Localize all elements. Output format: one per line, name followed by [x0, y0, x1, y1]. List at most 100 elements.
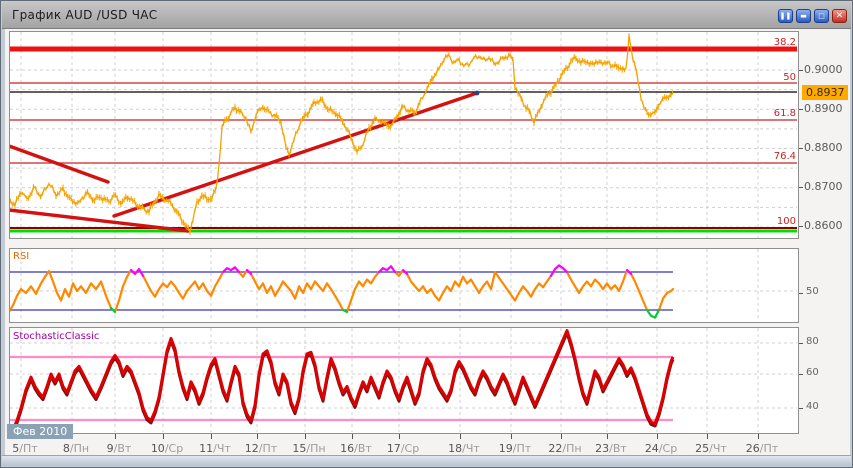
- day-of-week: /Чт: [462, 442, 480, 455]
- time-axis-label: 9/Вт: [99, 442, 139, 455]
- time-axis-label: 15/Пн: [289, 442, 329, 455]
- day-of-week: /Вт: [113, 442, 132, 455]
- day-of-week: /Ср: [400, 442, 420, 455]
- time-axis-tick: [163, 434, 164, 439]
- month-badge: Фев 2010: [7, 424, 74, 439]
- rsi-axis-tick: [799, 293, 803, 294]
- day-number: 10: [150, 442, 165, 455]
- day-of-week: /Пн: [306, 442, 326, 455]
- time-axis-tick: [460, 434, 461, 439]
- current-price-value: 0.8937: [806, 86, 845, 99]
- day-number: 18: [448, 442, 463, 455]
- stochastic-axis-tick: [799, 408, 803, 409]
- price-axis-tick: [799, 70, 803, 71]
- day-number: 5: [12, 442, 20, 455]
- price-axis-label: 0.8700: [804, 180, 843, 193]
- day-number: 25: [695, 442, 710, 455]
- stochastic-axis-label: 80: [806, 336, 819, 347]
- price-axis-tick: [799, 109, 803, 110]
- day-number: 23: [595, 442, 610, 455]
- day-of-week: /Чт: [709, 442, 727, 455]
- day-number: 15: [292, 442, 307, 455]
- day-of-week: /Пн: [69, 442, 90, 455]
- fib-level-label: 61.8: [773, 108, 796, 119]
- time-axis-label: 16/Вт: [336, 442, 376, 455]
- price-axis-tick: [799, 148, 803, 149]
- price-chart-panel[interactable]: [9, 31, 799, 239]
- day-number: 8: [62, 442, 70, 455]
- fib-level-label: 38.2: [773, 37, 796, 48]
- time-axis-label: 25/Чт: [691, 442, 731, 455]
- rsi-label: RSI: [13, 251, 30, 262]
- day-number: 19: [498, 442, 513, 455]
- fib-level-label: 100: [776, 216, 796, 227]
- day-number: 22: [548, 442, 563, 455]
- stochastic-axis-tick: [799, 343, 803, 344]
- day-of-week: /Ср: [658, 442, 678, 455]
- close-button[interactable]: ✕: [832, 9, 847, 23]
- time-axis-label: 17/Ср: [383, 442, 423, 455]
- current-price-tag: 0.8937: [802, 85, 848, 100]
- time-axis-label: 10/Ср: [147, 442, 187, 455]
- stochastic-axis-label: 40: [806, 401, 819, 412]
- time-axis-label: 12/Пт: [241, 442, 281, 455]
- time-axis-tick: [305, 434, 306, 439]
- time-axis-label: 26/Пт: [742, 442, 782, 455]
- minimize-button[interactable]: ▬: [796, 9, 811, 23]
- window-title: График AUD /USD ЧАС: [12, 8, 158, 22]
- price-axis-label: 0.8900: [804, 102, 843, 115]
- price-axis-tick: [799, 187, 803, 188]
- fib-level-label: 76.4: [773, 151, 796, 162]
- time-axis-tick: [511, 434, 512, 439]
- window-bottom-frame: [2, 455, 851, 466]
- price-axis-label: 0.8600: [804, 219, 843, 232]
- time-axis-label: 5/Пт: [5, 442, 45, 455]
- time-axis-tick: [707, 434, 708, 439]
- day-number: 26: [745, 442, 760, 455]
- day-of-week: /Пн: [562, 442, 582, 455]
- day-of-week: /Чт: [213, 442, 231, 455]
- time-axis-tick: [211, 434, 212, 439]
- month-label: Фев 2010: [13, 425, 68, 438]
- time-axis-tick: [561, 434, 562, 439]
- price-axis-tick: [799, 226, 803, 227]
- day-of-week: /Вт: [354, 442, 372, 455]
- time-axis-label: 11/Чт: [195, 442, 235, 455]
- time-axis-label: 24/Ср: [641, 442, 681, 455]
- day-of-week: /Вт: [609, 442, 627, 455]
- time-axis-tick: [399, 434, 400, 439]
- title-bar[interactable]: График AUD /USD ЧАС ❚❚ ▬ □ ✕: [2, 2, 851, 29]
- day-number: 11: [199, 442, 214, 455]
- fib-level-label: 50: [783, 72, 796, 83]
- rsi-axis-label: 50: [806, 286, 819, 297]
- price-axis-label: 0.9000: [804, 63, 843, 76]
- day-of-week: /Пт: [759, 442, 779, 455]
- rsi-chart-svg[interactable]: [10, 249, 798, 322]
- time-axis-label: 22/Пн: [545, 442, 585, 455]
- time-axis-tick: [657, 434, 658, 439]
- rsi-indicator-panel[interactable]: [9, 248, 799, 323]
- day-number: 16: [340, 442, 355, 455]
- time-axis-tick: [607, 434, 608, 439]
- time-axis-tick: [352, 434, 353, 439]
- time-axis-label: 19/Пт: [495, 442, 535, 455]
- stochastic-label: StochasticClassic: [13, 331, 100, 342]
- time-axis-tick: [758, 434, 759, 439]
- stochastic-indicator-panel[interactable]: [9, 327, 799, 434]
- day-number: 9: [106, 442, 114, 455]
- time-axis-label: 18/Чт: [444, 442, 484, 455]
- maximize-button[interactable]: □: [814, 9, 829, 23]
- price-chart-svg[interactable]: [10, 32, 798, 238]
- time-axis-tick: [115, 434, 116, 439]
- day-of-week: /Пт: [258, 442, 278, 455]
- day-number: 17: [386, 442, 401, 455]
- window-buttons: ❚❚ ▬ □ ✕: [778, 9, 847, 23]
- time-axis-tick: [257, 434, 258, 439]
- time-axis-label: 23/Вт: [591, 442, 631, 455]
- stochastic-chart-svg[interactable]: [10, 328, 798, 433]
- day-of-week: /Пт: [19, 442, 38, 455]
- price-axis-label: 0.8800: [804, 141, 843, 154]
- pause-button[interactable]: ❚❚: [778, 9, 793, 23]
- stochastic-axis-label: 60: [806, 367, 819, 378]
